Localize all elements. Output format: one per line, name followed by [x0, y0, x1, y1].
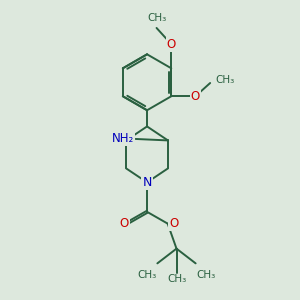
Text: O: O [167, 38, 176, 51]
Text: CH₃: CH₃ [137, 270, 157, 280]
Text: CH₃: CH₃ [147, 13, 166, 23]
Text: N: N [142, 176, 152, 189]
Text: CH₃: CH₃ [167, 274, 186, 284]
Text: O: O [169, 217, 178, 230]
Text: CH₃: CH₃ [215, 75, 235, 85]
Text: NH₂: NH₂ [112, 133, 134, 146]
Text: O: O [191, 90, 200, 103]
Text: O: O [119, 217, 129, 230]
Text: CH₃: CH₃ [196, 270, 216, 280]
